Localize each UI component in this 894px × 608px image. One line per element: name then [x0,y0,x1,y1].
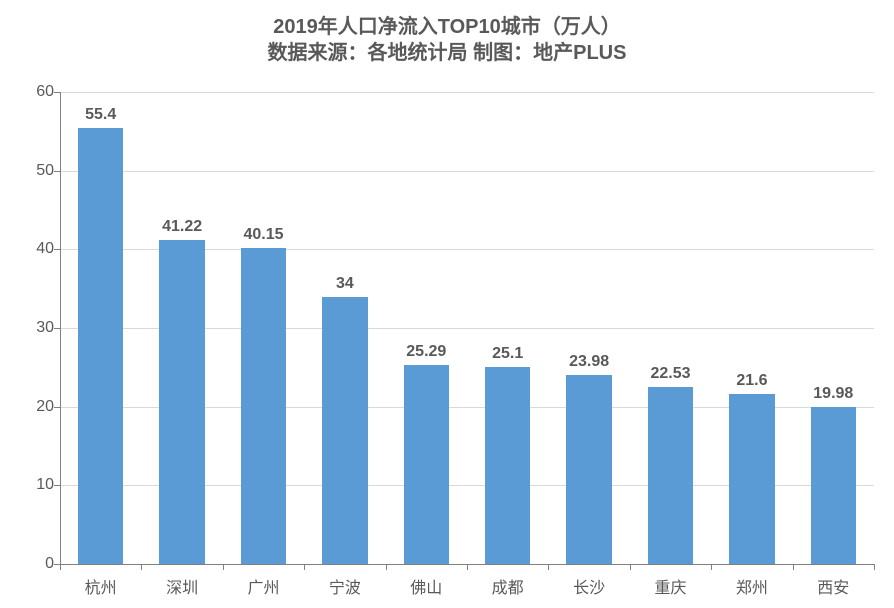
x-category-label: 成都 [492,574,524,598]
bar [811,407,857,564]
bar [404,365,450,564]
x-category-label: 宁波 [329,574,361,598]
plot-area [60,92,874,564]
x-tick-mark [223,564,224,570]
bar-value-label: 55.4 [85,106,116,124]
bar [159,240,205,564]
title-line-1: 2019年人口净流入TOP10城市（万人） [0,14,894,40]
bar [729,394,775,564]
chart-title: 2019年人口净流入TOP10城市（万人） 数据来源：各地统计局 制图：地产PL… [0,14,894,66]
bar [648,387,694,564]
x-tick-mark [548,564,549,570]
y-tick-label: 50 [4,162,54,180]
y-tick-label: 60 [4,83,54,101]
x-tick-mark [630,564,631,570]
y-tick-label: 30 [4,319,54,337]
bar [485,367,531,564]
x-tick-mark [467,564,468,570]
x-category-label: 郑州 [736,574,768,598]
x-category-label: 长沙 [573,574,605,598]
bar-value-label: 19.98 [813,385,853,403]
bar [241,248,287,564]
bar-value-label: 23.98 [569,353,609,371]
bar-value-label: 41.22 [162,218,202,236]
y-tick-label: 20 [4,398,54,416]
x-tick-mark [60,564,61,570]
x-category-label: 重庆 [654,574,686,598]
bar-value-label: 22.53 [650,365,690,383]
y-tick-label: 10 [4,476,54,494]
y-tick-label: 40 [4,240,54,258]
x-category-label: 广州 [247,574,279,598]
bar [322,297,368,564]
bar-value-label: 25.29 [406,343,446,361]
x-tick-mark [386,564,387,570]
chart-container: 2019年人口净流入TOP10城市（万人） 数据来源：各地统计局 制图：地产PL… [0,0,894,608]
bar-value-label: 21.6 [736,372,767,390]
x-tick-mark [874,564,875,570]
x-category-label: 杭州 [85,574,117,598]
bar-value-label: 40.15 [243,226,283,244]
x-category-label: 西安 [817,574,849,598]
bar [566,375,612,564]
x-tick-mark [711,564,712,570]
bar-value-label: 34 [336,275,354,293]
y-tick-label: 0 [4,555,54,573]
x-tick-mark [793,564,794,570]
x-category-label: 深圳 [166,574,198,598]
x-category-label: 佛山 [410,574,442,598]
title-line-2: 数据来源：各地统计局 制图：地产PLUS [0,40,894,66]
bar-value-label: 25.1 [492,345,523,363]
bar [78,128,124,564]
x-tick-mark [141,564,142,570]
x-tick-mark [304,564,305,570]
